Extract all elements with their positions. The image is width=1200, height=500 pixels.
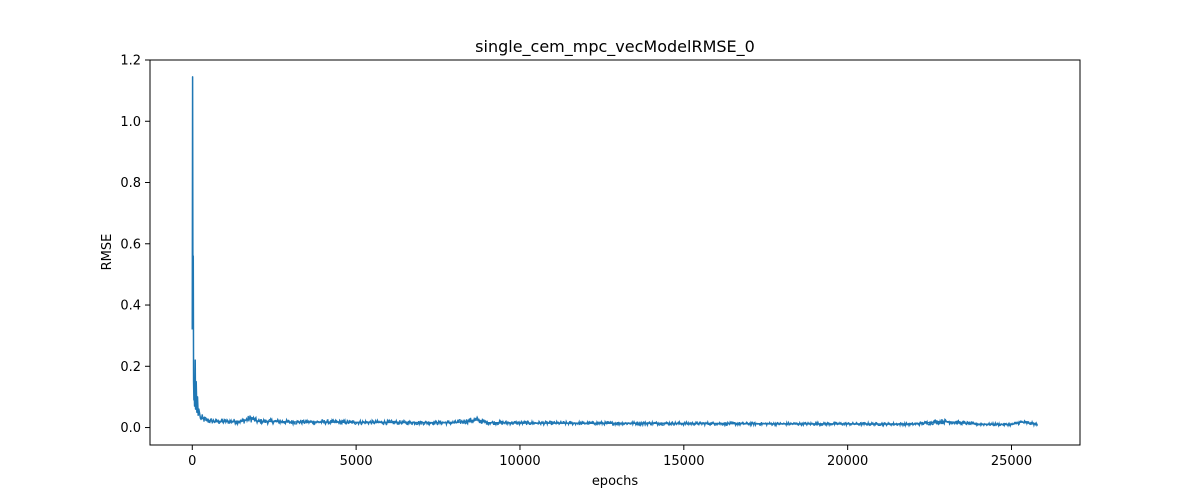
y-tick-label: 1.0 <box>120 115 141 130</box>
plot-area <box>191 76 1038 429</box>
x-tick-label: 5000 <box>340 454 373 469</box>
y-tick-label: 0.6 <box>120 237 141 252</box>
y-tick-label: 0.4 <box>120 299 141 314</box>
x-axis: 0 5000 10000 15000 20000 25000 <box>188 445 1032 469</box>
x-axis-label: epochs <box>592 474 639 489</box>
x-tick-label: 20000 <box>827 454 868 469</box>
y-tick-label: 1.2 <box>120 54 141 69</box>
y-tick-label: 0.2 <box>120 360 141 375</box>
y-tick-label: 0.0 <box>120 421 141 436</box>
axes-frame <box>149 59 1081 446</box>
y-axis: 0.0 0.2 0.4 0.6 0.8 1.0 1.2 <box>120 54 150 436</box>
x-tick-label: 25000 <box>991 454 1032 469</box>
x-tick-label: 15000 <box>663 454 704 469</box>
x-tick-label: 0 <box>188 454 196 469</box>
x-tick-label: 10000 <box>499 454 540 469</box>
y-axis-label: RMSE <box>100 234 115 271</box>
chart-title: single_cem_mpc_vecModelRMSE_0 <box>475 37 755 57</box>
series-noise-band <box>199 414 1038 429</box>
y-tick-label: 0.8 <box>120 176 141 191</box>
